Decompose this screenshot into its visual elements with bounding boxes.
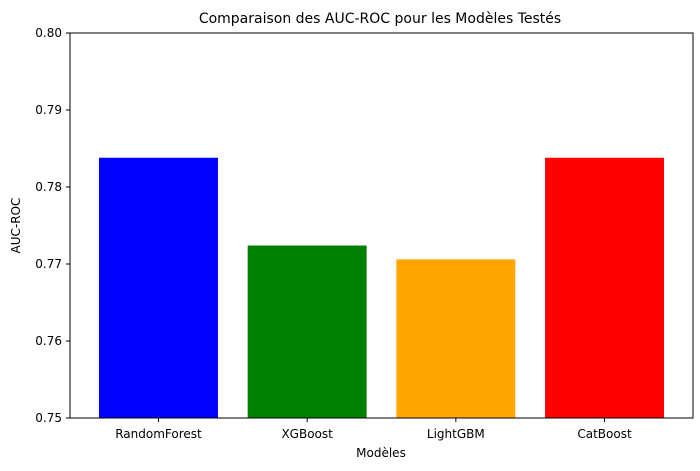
x-tick-label: XGBoost xyxy=(281,427,333,441)
y-tick-label: 0.75 xyxy=(35,411,62,425)
chart-title: Comparaison des AUC-ROC pour les Modèles… xyxy=(199,11,561,27)
x-tick-label: LightGBM xyxy=(427,427,485,441)
y-axis-title: AUC-ROC xyxy=(9,198,23,254)
bar-catboost xyxy=(545,157,665,419)
y-tick-label: 0.79 xyxy=(35,103,62,117)
y-tick-label: 0.78 xyxy=(35,180,62,194)
x-tick-label: RandomForest xyxy=(115,427,202,441)
x-axis-title: Modèles xyxy=(356,446,406,460)
y-tick-label: 0.80 xyxy=(35,26,62,40)
y-axis: 0.75 0.76 0.77 0.78 0.79 0.80 xyxy=(35,26,70,425)
bars-group xyxy=(98,157,665,419)
bar-lightgbm xyxy=(396,259,516,418)
plot-frame xyxy=(69,32,694,419)
y-tick-label: 0.77 xyxy=(35,257,62,271)
bar-randomforest xyxy=(98,157,218,419)
bar-xgboost xyxy=(247,245,367,418)
y-tick-label: 0.76 xyxy=(35,334,62,348)
x-tick-label: CatBoost xyxy=(577,427,632,441)
x-axis: RandomForest XGBoost LightGBM CatBoost xyxy=(115,418,632,441)
